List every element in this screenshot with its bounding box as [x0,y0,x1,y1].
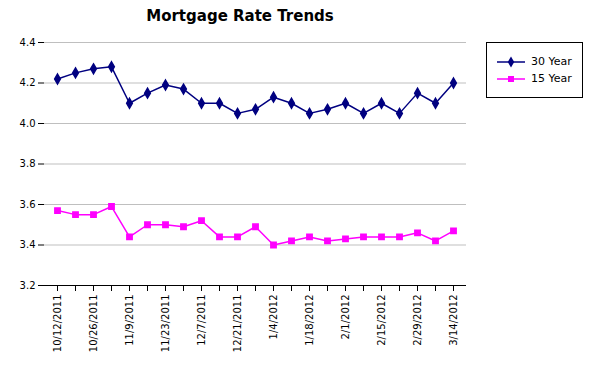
html-text:15 Year: 15 Year [531,72,572,85]
svg-text:10/12/2011: 10/12/2011 [52,295,63,353]
svg-text:12/21/2011: 12/21/2011 [232,295,243,353]
svg-text:4.0: 4.0 [20,118,36,129]
svg-text:1/18/2012: 1/18/2012 [304,295,315,346]
svg-text:3.4: 3.4 [20,239,36,250]
svg-text:11/23/2011: 11/23/2011 [160,295,171,353]
html-text:Mortgage Rate Trends: Mortgage Rate Trends [146,7,334,25]
svg-text:4.4: 4.4 [20,37,36,48]
svg-text:12/7/2011: 12/7/2011 [196,295,207,346]
svg-text:4.2: 4.2 [20,77,36,88]
svg-text:3/14/2012: 3/14/2012 [448,295,459,346]
html-text:30 Year: 30 Year [531,55,572,68]
svg-text:3.2: 3.2 [20,280,36,291]
svg-text:2/1/2012: 2/1/2012 [340,295,351,340]
svg-text:2/29/2012: 2/29/2012 [412,295,423,346]
svg-text:10/26/2011: 10/26/2011 [88,295,99,353]
svg-text:1/4/2012: 1/4/2012 [268,295,279,340]
svg-text:2/15/2012: 2/15/2012 [376,295,387,346]
svg-text:3.6: 3.6 [20,199,36,210]
svg-text:11/9/2011: 11/9/2011 [124,295,135,346]
svg-text:3.8: 3.8 [20,158,36,169]
